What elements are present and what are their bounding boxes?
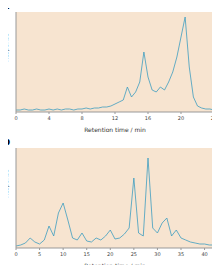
svg-text:10: 10 <box>60 251 66 257</box>
svg-text:15: 15 <box>84 251 90 257</box>
svg-text:4: 4 <box>47 115 50 121</box>
svg-text:Retention time / min: Retention time / min <box>84 126 146 133</box>
svg-text:16: 16 <box>145 115 151 121</box>
html-text:a: a <box>3 0 10 11</box>
svg-text:Response: Response <box>8 169 10 198</box>
svg-text:0: 0 <box>14 115 17 121</box>
svg-text:35: 35 <box>178 251 184 257</box>
svg-text:Retention time / min: Retention time / min <box>84 262 146 265</box>
svg-text:20: 20 <box>178 115 184 121</box>
svg-text:0: 0 <box>14 251 17 257</box>
svg-text:40: 40 <box>201 251 207 257</box>
svg-text:25: 25 <box>131 251 137 257</box>
svg-text:12: 12 <box>112 115 118 121</box>
svg-text:5: 5 <box>38 251 41 257</box>
html-text:b: b <box>3 136 11 147</box>
svg-text:30: 30 <box>154 251 160 257</box>
svg-text:20: 20 <box>107 251 113 257</box>
svg-text:24: 24 <box>211 115 212 121</box>
svg-text:8: 8 <box>80 115 83 121</box>
svg-text:Response: Response <box>8 33 10 62</box>
